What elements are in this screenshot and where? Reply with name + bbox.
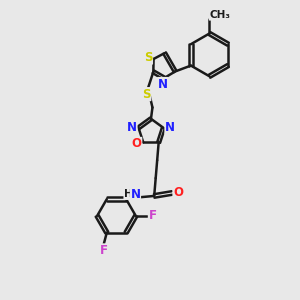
Text: S: S [142, 88, 151, 100]
Text: H: H [124, 190, 133, 200]
Text: N: N [127, 121, 137, 134]
Text: N: N [165, 121, 175, 134]
Text: F: F [148, 209, 156, 222]
Text: N: N [130, 188, 140, 201]
Text: N: N [158, 77, 168, 91]
Text: CH₃: CH₃ [209, 10, 230, 20]
Text: S: S [144, 51, 152, 64]
Text: O: O [173, 187, 183, 200]
Text: F: F [100, 244, 108, 257]
Text: O: O [132, 137, 142, 150]
